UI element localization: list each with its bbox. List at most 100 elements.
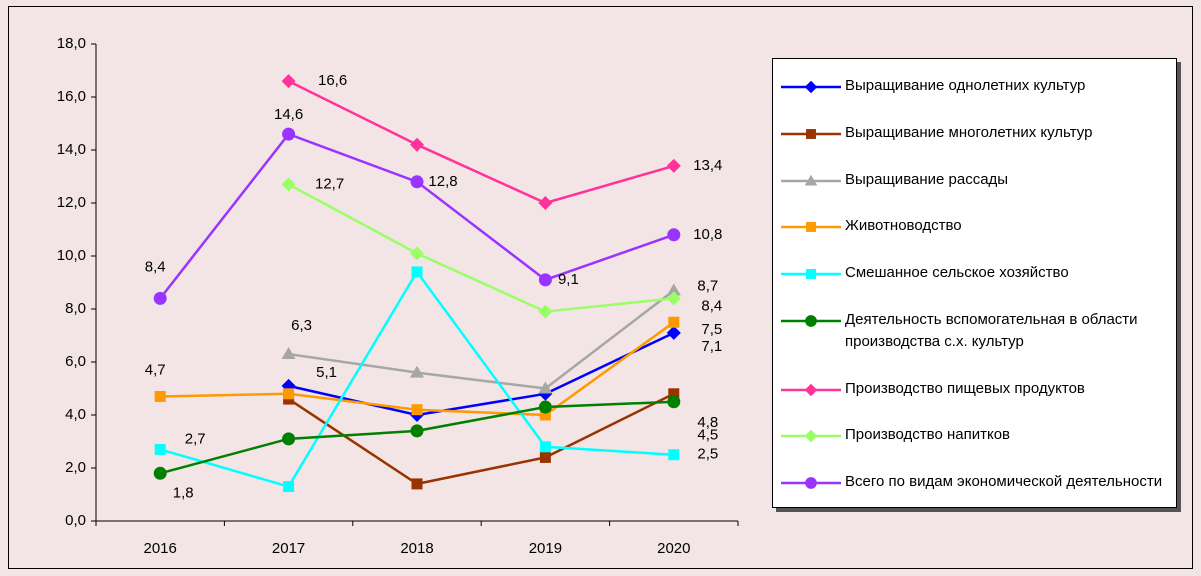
y-tick-label: 6,0 [65,353,86,370]
x-tick-label: 2019 [529,540,562,557]
x-tick-label: 2016 [144,540,177,557]
legend-label: Выращивание рассады [845,170,1009,188]
marker [806,222,816,233]
marker [538,381,553,394]
x-tick-label: 2020 [657,540,690,557]
y-tick-label: 0,0 [65,512,86,529]
marker [539,441,551,453]
data-label: 12,7 [315,175,344,192]
y-tick-label: 10,0 [57,247,86,264]
marker [804,80,818,94]
legend-item: Выращивание однолетних культур [781,75,1168,97]
legend-icon [781,174,841,185]
legend-item: Выращивание рассады [781,169,1168,191]
marker [667,395,681,409]
marker [538,196,553,210]
legend-label: Деятельность вспомогательная в области п… [845,310,1138,350]
marker [411,266,423,278]
series-line [288,289,675,390]
y-tick-label: 18,0 [57,35,86,52]
legend-label: Животноводство [845,217,962,235]
legend-label: Производство напитков [845,426,1011,444]
legend: Выращивание однолетних культур Выращивани… [772,58,1177,508]
data-label: 8,7 [697,277,718,294]
legend-icon [781,429,841,443]
legend-label: Смешанное сельское хозяйство [845,264,1069,281]
marker [668,388,680,400]
marker [668,316,680,328]
series-line [288,79,675,205]
marker [282,432,296,446]
data-label: 5,1 [316,364,337,381]
data-label: 8,4 [145,258,166,275]
marker [410,424,424,438]
data-label: 12,8 [428,173,457,190]
data-label: 10,8 [693,226,722,243]
marker [666,158,681,173]
x-tick-label: 2017 [272,540,305,557]
marker [667,228,681,242]
legend-label: Выращивание однолетних культур [845,77,1086,94]
marker [804,429,818,443]
data-label: 4,7 [145,361,166,378]
y-tick-label: 12,0 [57,194,86,211]
marker [666,291,681,306]
data-label: 13,4 [693,157,722,174]
legend-item: Выращивание многолетних культур [781,122,1168,144]
y-tick-label: 4,0 [65,406,86,423]
marker [154,443,166,455]
marker [153,466,167,480]
marker [539,409,551,421]
marker [153,291,167,305]
legend-item: Всего по видам экономической деятельност… [781,471,1168,493]
marker [281,347,296,360]
data-label: 2,5 [697,446,718,463]
legend-label: Производство пищевых продуктов [845,379,1085,397]
y-tick-label: 16,0 [57,88,86,105]
legend-label: Всего по видам экономической деятельност… [845,473,1163,490]
marker [411,404,423,416]
series-line [288,183,674,313]
data-label: 16,6 [318,72,347,89]
marker [283,481,295,493]
data-label: 4,5 [697,427,718,444]
marker [538,400,552,414]
marker [281,74,296,89]
marker [805,477,817,489]
marker [539,451,551,463]
marker [806,269,816,279]
marker [282,127,296,141]
series-line [287,392,675,486]
marker [666,283,681,296]
y-tick-label: 14,0 [57,141,86,158]
data-label: 7,5 [701,321,722,338]
marker [411,478,423,490]
legend-item: Животноводство [781,215,1168,237]
legend-icon [781,477,841,489]
data-label: 7,1 [701,338,722,355]
legend-icon [781,222,841,233]
marker [806,128,816,139]
marker [410,246,424,261]
marker [538,273,552,287]
data-label: 14,6 [274,106,303,123]
marker [154,390,166,402]
chart-border [8,6,1193,569]
legend-icon [781,314,841,327]
marker [283,388,295,400]
data-label: 8,4 [701,297,722,314]
marker [666,325,681,340]
y-tick-label: 8,0 [65,300,86,317]
legend-icon [781,80,841,94]
data-label: 6,3 [291,317,312,334]
marker [410,137,424,152]
legend-icon [781,269,841,279]
data-label: 1,8 [173,484,194,501]
marker [410,365,424,378]
data-label: 9,1 [558,271,579,288]
marker [281,177,296,192]
legend-item: Деятельность вспомогательная в области п… [781,309,1168,353]
legend-item: Производство пищевых продуктов [781,378,1168,400]
legend-icon [781,128,841,139]
